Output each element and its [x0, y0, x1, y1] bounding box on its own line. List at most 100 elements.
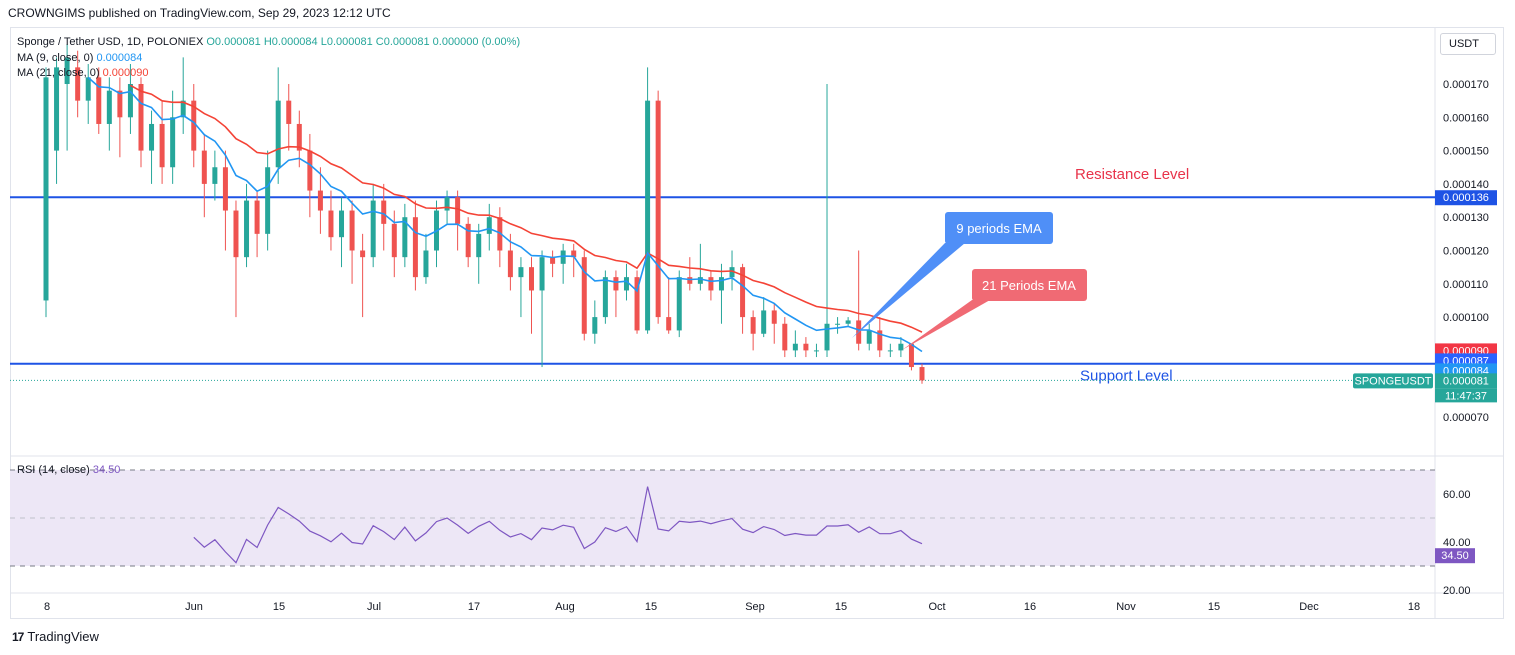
candle-body: [655, 100, 661, 318]
price-tick-label: 0.000150: [1443, 146, 1489, 158]
rsi-value: 34.50: [92, 464, 121, 476]
countdown-text: 11:47:37: [1445, 390, 1487, 402]
candle-body: [687, 277, 693, 284]
time-tick-label: 15: [645, 601, 657, 613]
countdown-badge: [1435, 388, 1497, 403]
currency-unit-button[interactable]: USDT: [1440, 33, 1496, 55]
candle-body: [423, 250, 429, 278]
candle-body: [212, 167, 218, 184]
candle-body: [339, 210, 345, 238]
time-tick-label: 8: [44, 601, 50, 613]
candle-body: [64, 57, 70, 84]
candle-body: [708, 277, 714, 291]
time-tick-label: Jul: [367, 601, 381, 613]
chart-frame: [10, 27, 1504, 619]
candle-body: [877, 330, 883, 351]
candle-body: [444, 197, 450, 211]
candle-body: [476, 233, 482, 258]
time-tick-label: Sep: [745, 601, 765, 613]
candle-body: [244, 200, 250, 258]
candle-body: [845, 320, 851, 324]
candle-body: [623, 277, 629, 291]
candle-body: [835, 323, 841, 325]
legend-ma9-value: 0.000084: [96, 51, 143, 64]
candle-body: [908, 343, 914, 368]
candle-body: [254, 200, 260, 234]
price-badge: [1435, 190, 1497, 206]
candle-body: [43, 77, 49, 301]
candle-body: [106, 90, 112, 124]
price-tick-label: 0.000070: [1443, 412, 1489, 424]
candle-body: [613, 277, 619, 291]
time-tick-label: Jun: [185, 601, 203, 613]
time-tick-label: 17: [468, 601, 480, 613]
candle-body: [571, 250, 577, 258]
candle-body: [317, 190, 323, 211]
tradingview-logo-icon: 17: [12, 629, 24, 644]
candle-body: [349, 210, 355, 251]
candle-body: [75, 67, 81, 101]
candle-body: [54, 67, 60, 151]
time-tick-label: Aug: [555, 601, 575, 613]
legend-ohlc: O0.000081 H0.000084 L0.000081 C0.000081 …: [206, 36, 521, 48]
candle-body: [159, 123, 165, 168]
price-tick-label: 0.000140: [1443, 179, 1489, 191]
candle-body: [666, 317, 672, 331]
legend-ma9-row: MA (9, close, 0) 0.000084: [17, 51, 520, 67]
candle-body: [761, 310, 767, 334]
candle-body: [803, 343, 809, 351]
support-label: Support Level: [1080, 368, 1173, 385]
chart-legend: Sponge / Tether USD, 1D, POLONIEX O0.000…: [17, 35, 520, 82]
time-tick-label: Oct: [928, 601, 945, 613]
candle-body: [391, 223, 397, 258]
rsi-line: [193, 486, 923, 564]
candle-body: [296, 123, 302, 151]
legend-ma9-label: MA (9, close, 0): [17, 51, 94, 64]
time-tick-label: 15: [273, 601, 285, 613]
candle-body: [381, 200, 387, 224]
candle-body: [222, 167, 228, 211]
candle-body: [592, 317, 598, 334]
rsi-badge: [1435, 548, 1475, 564]
time-tick-label: 15: [835, 601, 847, 613]
candle-body: [887, 350, 893, 352]
candle-body: [676, 277, 682, 331]
candle-body: [265, 167, 271, 234]
candle-body: [360, 250, 366, 258]
price-badge: [1435, 373, 1497, 389]
legend-symbol-row: Sponge / Tether USD, 1D, POLONIEX O0.000…: [17, 35, 520, 51]
ema9-callout-box: [945, 212, 1053, 244]
candle-body: [581, 257, 587, 334]
candle-body: [602, 277, 608, 318]
candle-body: [170, 117, 176, 168]
time-tick-label: Nov: [1116, 601, 1136, 613]
candle-body: [750, 317, 756, 334]
ema21-callout-pointer: [902, 300, 990, 350]
legend-ma21-value: 0.000090: [102, 67, 149, 79]
price-badge-text: 0.000136: [1443, 192, 1489, 204]
candle-body: [96, 77, 102, 124]
candle-body: [180, 100, 186, 118]
ema9-line: [87, 76, 923, 353]
candle-body: [85, 77, 91, 101]
rsi-badge-text: 34.50: [1441, 550, 1469, 562]
candle-body: [560, 250, 566, 264]
legend-ma21-label: MA (21, close, 0): [17, 67, 100, 79]
candle-body: [370, 200, 376, 258]
price-badge-text: 0.000081: [1443, 375, 1489, 387]
candle-body: [740, 267, 746, 318]
candle-body: [191, 100, 197, 151]
candle-body: [824, 323, 830, 351]
candle-body: [402, 217, 408, 258]
ema21-callout-box: [972, 269, 1087, 301]
candle-body: [550, 257, 556, 264]
candle-body: [486, 217, 492, 234]
rsi-tick-label: 40.00: [1443, 537, 1471, 549]
time-tick-label: 18: [1408, 601, 1420, 613]
ema9-callout-text: 9 periods EMA: [956, 221, 1042, 236]
candle-body: [782, 323, 788, 351]
candle-body: [328, 210, 334, 238]
candle-body: [718, 277, 724, 291]
price-tick-label: 0.000100: [1443, 312, 1489, 324]
